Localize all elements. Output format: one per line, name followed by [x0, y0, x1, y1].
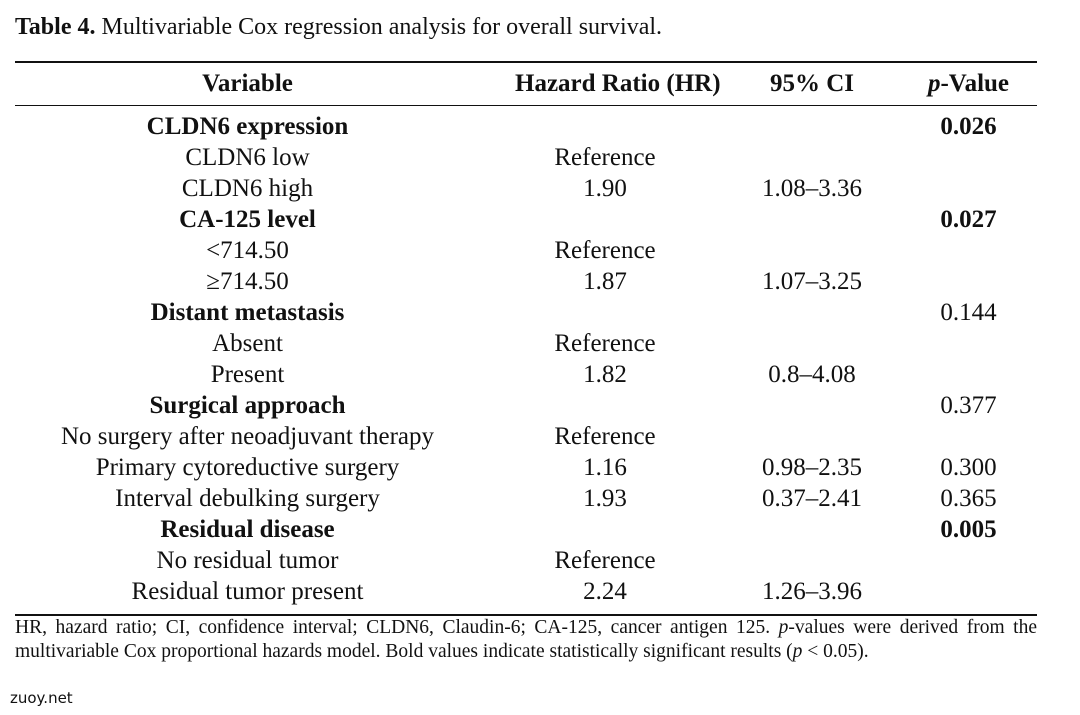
row-ci: 1.26–3.96 — [762, 578, 862, 605]
row-hr: 1.16 — [583, 454, 627, 481]
row-p-value: 0.026 — [940, 113, 997, 140]
row-hr: Reference — [554, 330, 656, 357]
header-p-suffix: -Value — [940, 70, 1010, 97]
row-hr: 2.24 — [583, 578, 627, 605]
row-ci: 0.8–4.08 — [768, 361, 856, 388]
row-variable: Interval debulking surgery — [115, 485, 380, 512]
table-row: CA-125 level 0.027 — [15, 204, 1037, 235]
header-variable: Variable — [202, 70, 293, 97]
table-row: ≥714.50 1.87 1.07–3.25 — [15, 266, 1037, 297]
table-row: Distant metastasis 0.144 — [15, 297, 1037, 328]
row-hr: Reference — [554, 144, 656, 171]
table-row: CLDN6 high 1.90 1.08–3.36 — [15, 173, 1037, 204]
row-p-value: 0.377 — [940, 392, 997, 419]
table-row: Interval debulking surgery 1.93 0.37–2.4… — [15, 483, 1037, 514]
footnote-part-1: HR, hazard ratio; CI, confidence interva… — [15, 617, 779, 638]
table-row: Residual disease 0.005 — [15, 514, 1037, 545]
row-ci: 0.37–2.41 — [762, 485, 862, 512]
table-row: Primary cytoreductive surgery 1.16 0.98–… — [15, 452, 1037, 483]
table-bottom-rule — [15, 614, 1037, 616]
table-top-rule — [15, 61, 1037, 63]
table-row: <714.50 Reference — [15, 235, 1037, 266]
row-hr: Reference — [554, 547, 656, 574]
row-variable: CLDN6 expression — [146, 113, 349, 140]
table-row: No surgery after neoadjuvant therapy Ref… — [15, 421, 1037, 452]
table-footnote-text: HR, hazard ratio; CI, confidence interva… — [15, 616, 1037, 664]
table-caption: Table 4. Multivariable Cox regression an… — [15, 12, 662, 42]
row-variable: CA-125 level — [179, 206, 316, 233]
table-header-rule — [15, 105, 1037, 106]
row-hr: 1.82 — [583, 361, 627, 388]
row-variable: ≥714.50 — [206, 268, 289, 295]
row-p-value: 0.365 — [940, 485, 997, 512]
row-variable: Primary cytoreductive surgery — [95, 454, 400, 481]
table-row: CLDN6 expression 0.026 — [15, 111, 1037, 142]
footnote-part-3: < 0.05). — [802, 641, 869, 662]
header-ci: 95% CI — [769, 70, 855, 97]
header-p-italic: p — [927, 70, 941, 97]
row-variable: Distant metastasis — [150, 299, 345, 326]
row-variable: Absent — [212, 330, 283, 357]
row-ci: 1.07–3.25 — [762, 268, 862, 295]
row-hr: 1.87 — [583, 268, 627, 295]
row-variable: <714.50 — [206, 237, 289, 264]
table-row: CLDN6 low Reference — [15, 142, 1037, 173]
footnote-p-italic-2: p — [792, 641, 803, 662]
row-ci: 0.98–2.35 — [762, 454, 862, 481]
row-variable: Present — [210, 361, 285, 388]
row-p-value: 0.027 — [940, 206, 997, 233]
table-row: Surgical approach 0.377 — [15, 390, 1037, 421]
table-caption-label: Table 4. — [15, 14, 96, 40]
table-row: Residual tumor present 2.24 1.26–3.96 — [15, 576, 1037, 607]
row-hr: 1.90 — [583, 175, 627, 202]
header-p-value: p-Value — [910, 67, 1027, 101]
row-hr: Reference — [554, 423, 656, 450]
row-variable: Residual tumor present — [131, 578, 364, 605]
row-variable: Residual disease — [160, 516, 335, 543]
footnote-p-italic-1: p — [778, 617, 789, 638]
row-ci: 1.08–3.36 — [762, 175, 862, 202]
table-header-row: Variable Hazard Ratio (HR) 95% CI p-Valu… — [15, 67, 1037, 101]
row-p-value: 0.005 — [940, 516, 997, 543]
table-row: No residual tumor Reference — [15, 545, 1037, 576]
row-p-value: 0.300 — [940, 454, 997, 481]
row-variable: CLDN6 low — [185, 144, 310, 171]
table-row: Present 1.82 0.8–4.08 — [15, 359, 1037, 390]
table-footnote: HR, hazard ratio; CI, confidence interva… — [15, 616, 1037, 664]
row-p-value: 0.144 — [940, 299, 997, 326]
row-variable: Surgical approach — [149, 392, 346, 419]
footnote-part-2: -values were derived from the multivaria… — [15, 617, 1037, 662]
row-variable: No residual tumor — [156, 547, 339, 574]
table-caption-text: Multivariable Cox regression analysis fo… — [95, 14, 663, 40]
header-hazard-ratio: Hazard Ratio (HR) — [515, 70, 721, 97]
table-row: Absent Reference — [15, 328, 1037, 359]
watermark: zuoy.net — [10, 689, 73, 707]
row-variable: No surgery after neoadjuvant therapy — [60, 423, 434, 450]
row-variable: CLDN6 high — [181, 175, 314, 202]
row-hr: 1.93 — [583, 485, 627, 512]
row-hr: Reference — [554, 237, 656, 264]
